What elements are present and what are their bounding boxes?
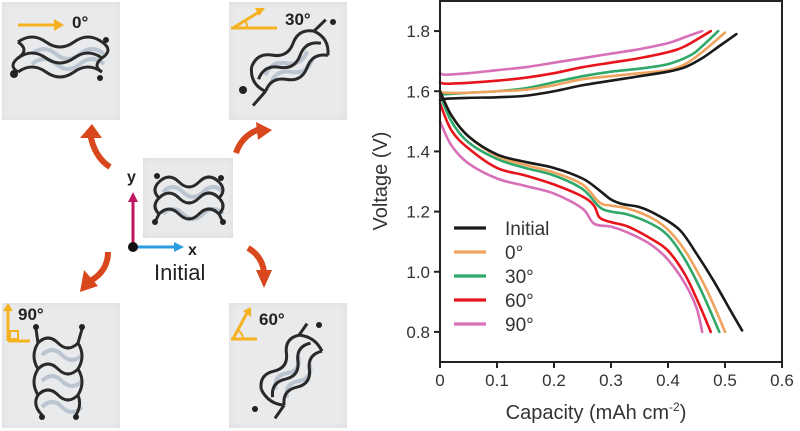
- y-tick-label: 1.6: [406, 82, 430, 101]
- plot-area: [438, 29, 744, 334]
- y-tick-label: 1.2: [406, 203, 430, 222]
- series-initial-charge-line: [438, 32, 738, 102]
- wavy-electrode-image: [152, 173, 226, 225]
- series-60deg-charge-line: [438, 29, 713, 86]
- angle-60-icon: [231, 307, 257, 341]
- x-axis-title: Capacity (mAh cm-2): [506, 400, 687, 424]
- wavy-electrode-image: [10, 35, 110, 81]
- right-angle-icon: [3, 303, 30, 343]
- series-0deg-discharge-line: [438, 89, 727, 334]
- photo-60deg: 60°: [229, 303, 347, 428]
- series-initial-discharge-line: [438, 89, 744, 332]
- series-90deg-charge-line: [438, 29, 704, 77]
- photo-label-60deg: 60°: [259, 310, 285, 329]
- x-tick-label: 0.6: [770, 371, 794, 390]
- legend-label-0deg: 0°: [505, 243, 523, 264]
- y-axis-title: Voltage (V): [370, 132, 392, 231]
- legend-label-30deg: 30°: [505, 267, 534, 288]
- legend-label-initial: Initial: [505, 219, 549, 240]
- photo-0deg: 0°: [2, 2, 120, 120]
- arrow-right-icon: [18, 19, 64, 31]
- photo-90deg: 90°: [2, 303, 120, 428]
- y-tick-label: 1.8: [406, 22, 430, 41]
- y-tick-label: 0.8: [406, 323, 430, 342]
- x-tick-label: 0.4: [656, 371, 680, 390]
- plot-frame: [439, 0, 783, 363]
- x-tick-label: 0.3: [599, 371, 623, 390]
- x-tick-label: 0.1: [485, 371, 509, 390]
- x-tick-label: 0: [435, 371, 444, 390]
- y-tick-label: 1.4: [406, 142, 430, 161]
- y-tick-label: 1.0: [406, 263, 430, 282]
- chart-legend: Initial 0° 30° 60° 90°: [454, 219, 549, 336]
- x-tick-label: 0.2: [542, 371, 566, 390]
- series-60deg-discharge-line: [438, 101, 713, 334]
- wavy-electrode-image: [32, 324, 85, 420]
- series-0deg-charge-line: [438, 31, 727, 95]
- photo-30deg: 30°: [229, 2, 347, 120]
- legend-label-90deg: 90°: [505, 315, 534, 336]
- legend-label-60deg: 60°: [505, 291, 534, 312]
- x-tick-label: 0.5: [713, 371, 737, 390]
- photo-label-90deg: 90°: [18, 305, 44, 324]
- photo-initial: [143, 158, 233, 238]
- wavy-electrode-image: [252, 322, 324, 420]
- x-axis-title-superscript: -2: [669, 400, 680, 414]
- series-90deg-discharge-line: [438, 120, 704, 334]
- photo-label-30deg: 30°: [285, 10, 311, 29]
- x-axis-title-main: Capacity (mAh cm: [506, 402, 669, 424]
- angle-30-icon: [231, 8, 277, 30]
- series-30deg-discharge-line: [438, 92, 721, 334]
- photo-label-0deg: 0°: [72, 13, 89, 32]
- wavy-electrode-image: [239, 18, 336, 107]
- x-axis-title-end: ): [680, 402, 687, 424]
- axes: 0 0.1 0.2 0.3 0.4 0.5 0.6 0.8 1.0 1.2 1.4 1.6 1.8: [406, 0, 794, 390]
